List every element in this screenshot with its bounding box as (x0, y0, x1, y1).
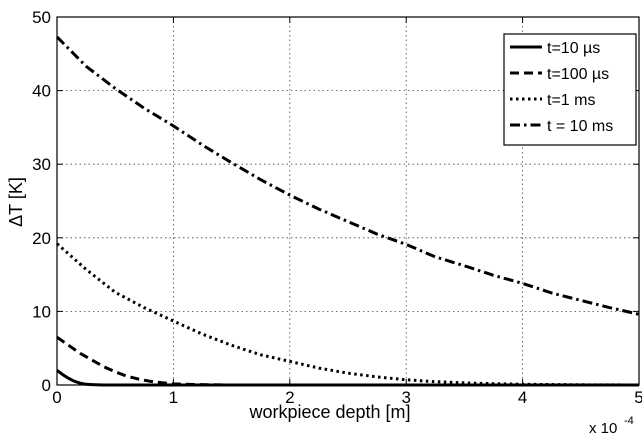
series-line (55, 35, 640, 316)
y-tick-label: 0 (42, 376, 51, 395)
legend: t=10 µs t=100 µs t=1 ms t = 10 ms (503, 33, 637, 146)
y-tick-labels: 0 10 20 30 40 50 (32, 8, 51, 395)
legend-label: t=10 µs (547, 40, 600, 57)
legend-label: t=1 ms (547, 92, 595, 109)
grid (57, 17, 639, 385)
y-tick-label: 20 (32, 229, 51, 248)
x-axis-multiplier-base: x 10 (589, 420, 617, 437)
x-axis-label: workpiece depth [m] (248, 402, 410, 422)
x-axis-multiplier: x 10 -4 (589, 415, 634, 437)
series-line (56, 242, 640, 387)
x-tick-label: 0 (52, 388, 61, 407)
x-tick-label: 4 (518, 388, 527, 407)
legend-label: t=100 µs (547, 66, 609, 83)
x-tick-labels: 0 1 2 3 4 5 (52, 388, 642, 407)
plot-frame (56, 16, 640, 386)
legend-label: t = 10 ms (547, 118, 613, 135)
y-tick-label: 50 (32, 8, 51, 27)
y-tick-label: 30 (32, 155, 51, 174)
x-tick-label: 2 (285, 388, 294, 407)
x-tick-label: 1 (169, 388, 178, 407)
y-tick-label: 40 (32, 82, 51, 101)
y-axis-label: ΔT [K] (6, 177, 26, 227)
x-axis-multiplier-exponent: -4 (624, 415, 634, 427)
y-tick-label: 10 (32, 302, 51, 321)
x-tick-label: 5 (634, 388, 642, 407)
x-tick-label: 3 (401, 388, 410, 407)
